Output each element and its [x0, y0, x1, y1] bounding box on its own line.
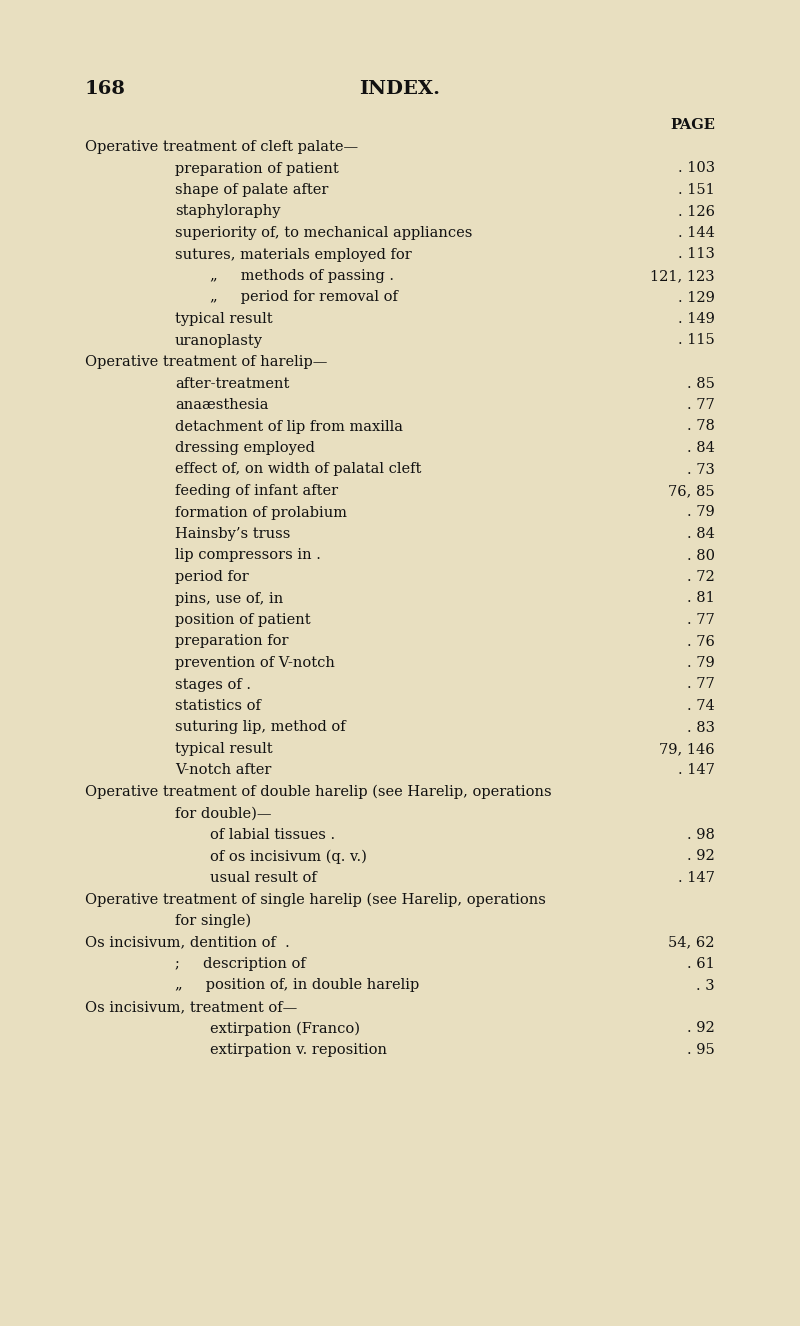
Text: . 74: . 74 [687, 699, 715, 713]
Text: prevention of V-notch: prevention of V-notch [175, 656, 335, 670]
Text: . 78: . 78 [687, 419, 715, 434]
Text: . 129: . 129 [678, 290, 715, 305]
Text: statistics of: statistics of [175, 699, 261, 713]
Text: 79, 146: 79, 146 [659, 743, 715, 756]
Text: of labial tissues .: of labial tissues . [210, 827, 335, 842]
Text: detachment of lip from maxilla: detachment of lip from maxilla [175, 419, 403, 434]
Text: . 76: . 76 [687, 635, 715, 648]
Text: Operative treatment of harelip—: Operative treatment of harelip— [85, 355, 327, 369]
Text: . 84: . 84 [687, 442, 715, 455]
Text: ;     description of: ; description of [175, 957, 306, 971]
Text: 121, 123: 121, 123 [650, 269, 715, 282]
Text: after-treatment: after-treatment [175, 377, 290, 390]
Text: . 92: . 92 [687, 850, 715, 863]
Text: . 79: . 79 [687, 656, 715, 670]
Text: „     period for removal of: „ period for removal of [210, 290, 398, 305]
Text: usual result of: usual result of [210, 871, 317, 884]
Text: stages of .: stages of . [175, 678, 251, 691]
Text: . 126: . 126 [678, 204, 715, 219]
Text: extirpation v. reposition: extirpation v. reposition [210, 1044, 387, 1057]
Text: . 72: . 72 [687, 570, 715, 583]
Text: PAGE: PAGE [670, 118, 715, 133]
Text: Operative treatment of double harelip (see Harelip, operations: Operative treatment of double harelip (s… [85, 785, 552, 800]
Text: . 92: . 92 [687, 1021, 715, 1036]
Text: . 95: . 95 [687, 1044, 715, 1057]
Text: period for: period for [175, 570, 249, 583]
Text: . 115: . 115 [678, 334, 715, 347]
Text: of os incisivum (q. v.): of os incisivum (q. v.) [210, 850, 367, 865]
Text: . 103: . 103 [678, 162, 715, 175]
Text: 168: 168 [85, 80, 126, 98]
Text: effect of, on width of palatal cleft: effect of, on width of palatal cleft [175, 463, 422, 476]
Text: sutures, materials employed for: sutures, materials employed for [175, 248, 412, 261]
Text: . 83: . 83 [687, 720, 715, 735]
Text: for single): for single) [175, 914, 251, 928]
Text: . 80: . 80 [687, 549, 715, 562]
Text: Operative treatment of single harelip (see Harelip, operations: Operative treatment of single harelip (s… [85, 892, 546, 907]
Text: staphyloraphy: staphyloraphy [175, 204, 281, 219]
Text: lip compressors in .: lip compressors in . [175, 549, 321, 562]
Text: . 77: . 77 [687, 678, 715, 691]
Text: . 73: . 73 [687, 463, 715, 476]
Text: Operative treatment of cleft palate—: Operative treatment of cleft palate— [85, 141, 358, 154]
Text: dressing employed: dressing employed [175, 442, 315, 455]
Text: . 81: . 81 [687, 591, 715, 606]
Text: . 151: . 151 [678, 183, 715, 198]
Text: suturing lip, method of: suturing lip, method of [175, 720, 346, 735]
Text: typical result: typical result [175, 743, 273, 756]
Text: V-notch after: V-notch after [175, 764, 271, 777]
Text: . 84: . 84 [687, 526, 715, 541]
Text: . 3: . 3 [696, 979, 715, 992]
Text: 76, 85: 76, 85 [668, 484, 715, 499]
Text: feeding of infant after: feeding of infant after [175, 484, 338, 499]
Text: position of patient: position of patient [175, 613, 310, 627]
Text: superiority of, to mechanical appliances: superiority of, to mechanical appliances [175, 225, 472, 240]
Text: Os incisivum, treatment of—: Os incisivum, treatment of— [85, 1000, 298, 1014]
Text: „     position of, in double harelip: „ position of, in double harelip [175, 979, 419, 992]
Text: formation of prolabium: formation of prolabium [175, 505, 347, 520]
Text: Hainsby’s truss: Hainsby’s truss [175, 526, 290, 541]
Text: . 85: . 85 [687, 377, 715, 390]
Text: . 77: . 77 [687, 613, 715, 627]
Text: uranoplasty: uranoplasty [175, 334, 263, 347]
Text: . 98: . 98 [687, 827, 715, 842]
Text: anaæsthesia: anaæsthesia [175, 398, 269, 412]
Text: extirpation (Franco): extirpation (Franco) [210, 1021, 360, 1036]
Text: . 144: . 144 [678, 225, 715, 240]
Text: 54, 62: 54, 62 [669, 936, 715, 949]
Text: . 149: . 149 [678, 312, 715, 326]
Text: . 61: . 61 [687, 957, 715, 971]
Text: „     methods of passing .: „ methods of passing . [210, 269, 394, 282]
Text: pins, use of, in: pins, use of, in [175, 591, 283, 606]
Text: typical result: typical result [175, 312, 273, 326]
Text: shape of palate after: shape of palate after [175, 183, 328, 198]
Text: . 147: . 147 [678, 871, 715, 884]
Text: preparation of patient: preparation of patient [175, 162, 338, 175]
Text: INDEX.: INDEX. [359, 80, 441, 98]
Text: for double)—: for double)— [175, 806, 271, 821]
Text: Os incisivum, dentition of  .: Os incisivum, dentition of . [85, 936, 290, 949]
Text: . 147: . 147 [678, 764, 715, 777]
Text: . 113: . 113 [678, 248, 715, 261]
Text: . 77: . 77 [687, 398, 715, 412]
Text: . 79: . 79 [687, 505, 715, 520]
Text: preparation for: preparation for [175, 635, 289, 648]
